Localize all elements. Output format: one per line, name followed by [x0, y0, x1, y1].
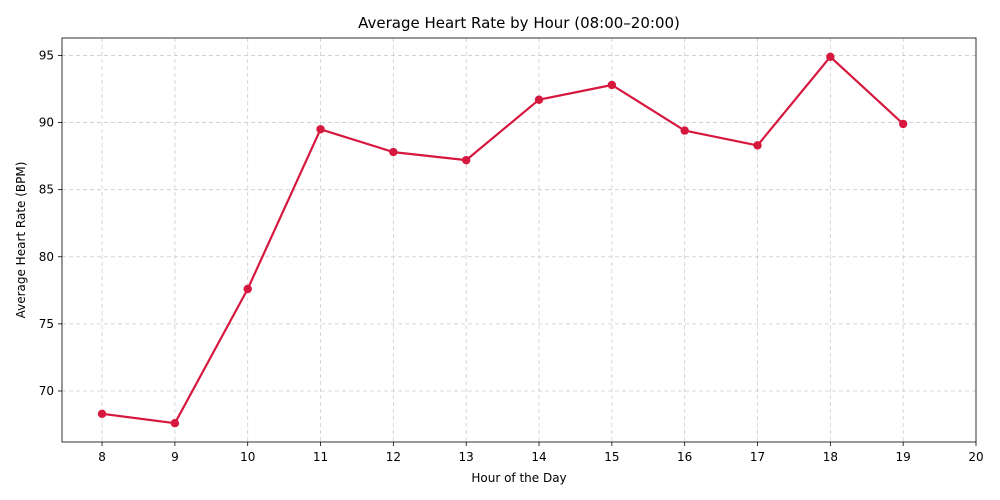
x-tick-label-10: 18 — [823, 450, 838, 464]
data-point-11 — [898, 119, 908, 129]
x-axis-label: Hour of the Day — [471, 471, 566, 485]
data-point-5 — [461, 155, 471, 165]
data-point-3 — [316, 125, 325, 134]
x-tick-label-5: 13 — [459, 450, 474, 464]
data-point-9 — [753, 141, 762, 150]
x-tick-label-7: 15 — [604, 450, 619, 464]
chart-title: Average Heart Rate by Hour (08:00–20:00) — [358, 14, 680, 32]
data-point-7 — [607, 80, 617, 90]
ticks-layer: 8 9 10 11 12 13 14 15 16 17 18 19 20 70 75 80 85 90 95 — [39, 48, 984, 464]
y-axis-label: Average Heart Rate (BPM) — [14, 162, 28, 319]
x-tick-label-11: 19 — [896, 450, 911, 464]
y-tick-label-5: 95 — [39, 48, 54, 62]
x-tick-label-3: 11 — [313, 450, 328, 464]
y-tick-label-3: 85 — [39, 183, 54, 197]
plot-frame — [61, 37, 977, 443]
data-point-8 — [680, 126, 689, 135]
x-tick-label-12: 20 — [968, 450, 983, 464]
x-tick-label-1: 9 — [171, 450, 179, 464]
series-line-0 — [101, 55, 904, 425]
series-layer — [97, 52, 908, 428]
data-point-2 — [243, 284, 252, 294]
y-tick-label-1: 75 — [39, 317, 54, 331]
grid-layer — [62, 38, 977, 442]
data-point-6 — [534, 95, 544, 104]
data-point-4 — [389, 147, 398, 157]
x-tick-label-6: 14 — [531, 450, 546, 464]
data-point-0 — [97, 409, 107, 419]
x-tick-label-2: 10 — [240, 450, 255, 464]
data-point-1 — [170, 419, 180, 428]
x-tick-label-8: 16 — [677, 450, 692, 464]
x-tick-label-4: 12 — [386, 450, 401, 464]
y-tick-label-0: 70 — [39, 384, 54, 398]
x-tick-label-9: 17 — [750, 450, 765, 464]
y-tick-label-4: 90 — [39, 116, 54, 130]
data-point-10 — [826, 52, 835, 61]
x-tick-label-0: 8 — [98, 450, 106, 464]
y-tick-label-2: 80 — [39, 250, 54, 264]
